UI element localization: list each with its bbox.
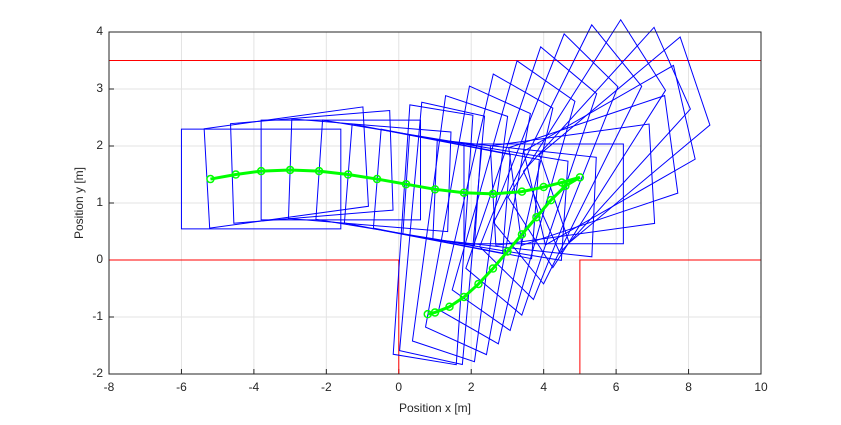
path-point xyxy=(539,182,548,192)
vehicle-outline xyxy=(438,73,554,345)
y-axis-label: Position y [m] xyxy=(72,167,86,239)
path-point xyxy=(430,185,440,194)
path-point xyxy=(423,309,433,319)
path-point xyxy=(517,187,527,196)
vehicle-outline xyxy=(203,106,369,229)
path-point xyxy=(343,170,353,179)
path-point xyxy=(561,181,570,191)
path-point xyxy=(231,170,241,179)
y-tick-label: 3 xyxy=(96,81,103,95)
path-point xyxy=(517,230,527,239)
vehicle-outline xyxy=(432,139,597,258)
vehicle-outline xyxy=(463,143,624,245)
path-point xyxy=(445,302,454,311)
x-tick-label: 10 xyxy=(754,380,768,394)
x-tick-label: 0 xyxy=(395,380,402,394)
path-point xyxy=(314,166,324,176)
y-tick-label: 2 xyxy=(96,138,103,152)
y-tick-label: 4 xyxy=(96,24,103,38)
x-axis-label: Position x [m] xyxy=(399,401,471,415)
y-tick-label: -1 xyxy=(92,309,103,323)
x-tick-label: 2 xyxy=(468,380,475,394)
x-tick-label: -8 xyxy=(104,380,115,394)
path-point xyxy=(459,292,469,302)
vehicle-outline xyxy=(424,85,531,356)
x-tick-label: 6 xyxy=(613,380,620,394)
x-tick-label: 8 xyxy=(685,380,692,394)
vehicle-outline xyxy=(522,26,691,254)
path-point xyxy=(459,188,469,197)
x-tick-label: -6 xyxy=(176,380,187,394)
vehicle-outline xyxy=(392,104,474,366)
y-tick-label: 0 xyxy=(96,252,103,266)
vehicle-outline xyxy=(230,109,394,224)
vehicle-outline xyxy=(507,18,667,269)
x-tick-label: -2 xyxy=(321,380,332,394)
path-point xyxy=(474,279,483,289)
path-point xyxy=(532,213,541,222)
vehicle-outline xyxy=(180,128,342,230)
x-tick-label: 4 xyxy=(540,380,547,394)
path-point xyxy=(372,174,382,184)
path-point xyxy=(575,173,585,182)
x-tick-label: -4 xyxy=(249,380,260,394)
vehicle-outline xyxy=(493,23,643,285)
vehicle-outline xyxy=(411,94,509,363)
vehicle-outline xyxy=(508,94,679,246)
vehicle-outline xyxy=(372,128,540,260)
path-point xyxy=(401,179,411,189)
path-point xyxy=(256,166,266,176)
path-point xyxy=(546,195,556,205)
path-point xyxy=(488,189,498,199)
vehicle-outline xyxy=(287,118,452,233)
y-tick-label: -2 xyxy=(92,366,103,380)
vehicle-outline xyxy=(523,64,696,246)
y-tick-label: 1 xyxy=(96,195,103,209)
vehicle-outline xyxy=(451,59,576,332)
path-point xyxy=(488,264,498,273)
plot-frame xyxy=(108,31,762,375)
vehicle-outline xyxy=(489,123,656,246)
vehicle-outline xyxy=(399,101,486,366)
path-point xyxy=(285,165,295,175)
path-point xyxy=(503,247,512,256)
path-point xyxy=(206,174,215,184)
